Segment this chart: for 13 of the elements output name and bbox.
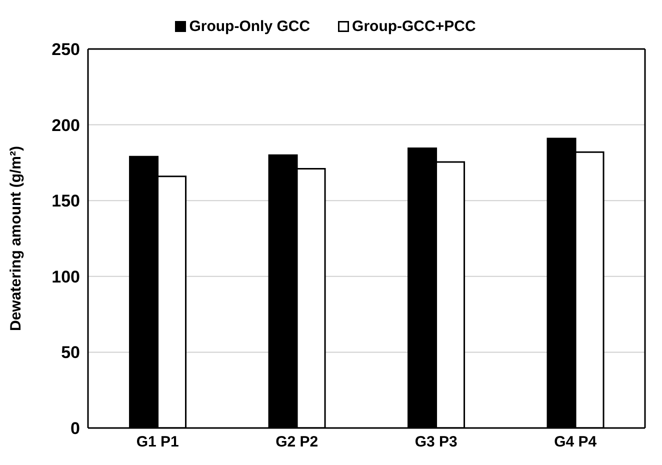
legend-label: Group-Only GCC	[189, 18, 310, 35]
y-tick-label: 100	[52, 267, 80, 286]
y-tick-label: 50	[61, 343, 80, 362]
x-tick-label: G3 P3	[414, 434, 458, 451]
x-tick-label: G1 P1	[136, 434, 179, 451]
x-tick-label: G4 P4	[554, 434, 598, 451]
y-tick-label: 0	[70, 419, 80, 438]
y-tick-label: 150	[52, 192, 80, 211]
legend-label: Group-GCC+PCC	[352, 18, 476, 35]
x-tick-label: G2 P2	[276, 434, 318, 451]
y-tick-label: 250	[52, 40, 80, 60]
y-tick-label: 200	[52, 116, 80, 135]
y-axis-title: Dewatering amount (g/m²)	[7, 146, 24, 332]
